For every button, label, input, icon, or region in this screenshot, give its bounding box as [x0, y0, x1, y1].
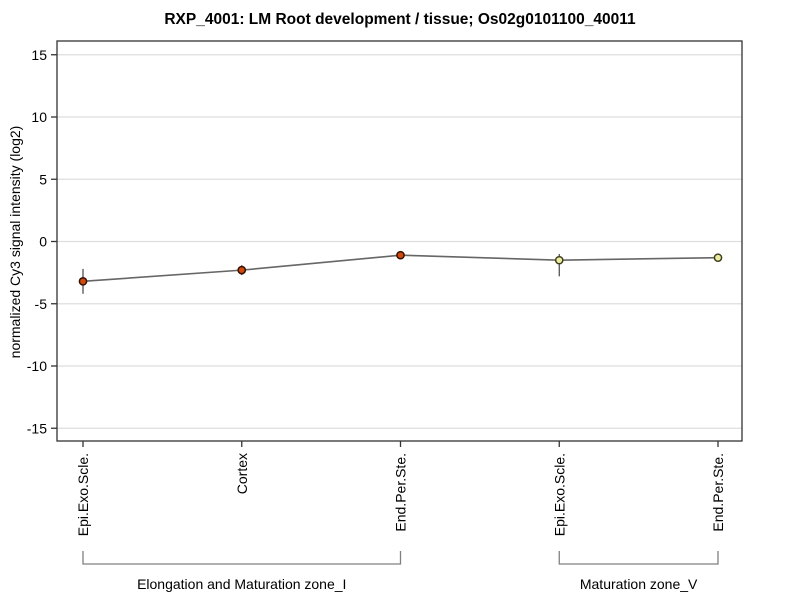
chart-title: RXP_4001: LM Root development / tissue; … [164, 11, 636, 28]
group-label: Elongation and Maturation zone_I [137, 576, 346, 592]
y-axis-tick-label: -15 [27, 420, 47, 436]
x-axis-tick-label: Epi.Exo.Scle. [75, 453, 91, 536]
data-point-marker [237, 265, 247, 275]
group-label: Maturation zone_V [580, 576, 698, 592]
y-axis-tick-label: 0 [39, 234, 47, 250]
x-axis-tick-label: Cortex [234, 453, 250, 494]
y-axis-tick-label: 5 [39, 171, 47, 187]
group-bracket [558, 551, 719, 565]
y-axis-tick-label: 10 [31, 109, 47, 125]
data-point-marker [554, 255, 564, 265]
x-axis-tick-label: End.Per.Ste. [393, 453, 409, 532]
data-point-marker [713, 253, 723, 263]
y-axis-tick-label: -10 [27, 358, 47, 374]
group-bracket [82, 551, 402, 565]
data-point-marker [78, 276, 88, 286]
y-axis-tick-label: 15 [31, 47, 47, 63]
y-axis-tick-label: -5 [35, 296, 48, 312]
data-point-marker [396, 250, 405, 260]
x-axis-tick-label: End.Per.Ste. [710, 453, 726, 532]
x-axis-tick-label: Epi.Exo.Scle. [551, 453, 567, 536]
